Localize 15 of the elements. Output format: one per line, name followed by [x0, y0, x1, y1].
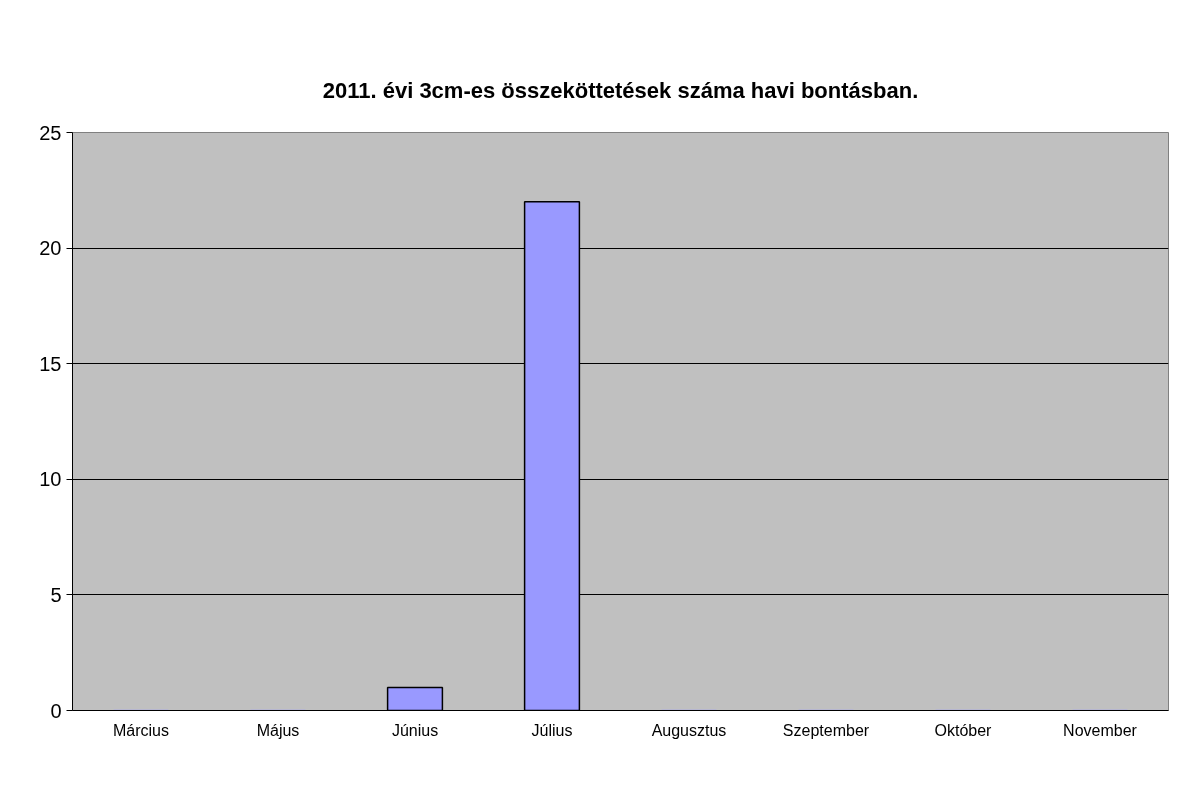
x-tick-label: November: [1063, 721, 1138, 739]
x-tick-label: Július: [531, 721, 573, 739]
y-tick-label: 5: [50, 583, 62, 606]
x-tick-label: Szeptember: [782, 721, 870, 739]
y-tick-label: 25: [39, 121, 62, 144]
x-tick-label: Május: [256, 721, 300, 739]
x-tick-label: Március: [113, 721, 170, 739]
y-tick-label: 15: [39, 352, 62, 375]
y-tick-label: 0: [50, 699, 62, 722]
y-tick-label: 10: [39, 468, 62, 491]
y-tick-label: 20: [39, 237, 62, 260]
chart-title: 2011. évi 3cm-es összeköttetések száma havi bontásban.: [322, 77, 919, 103]
x-tick-label: Október: [934, 721, 993, 739]
x-tick-label: Június: [391, 721, 439, 739]
x-tick-label: Augusztus: [651, 721, 727, 739]
